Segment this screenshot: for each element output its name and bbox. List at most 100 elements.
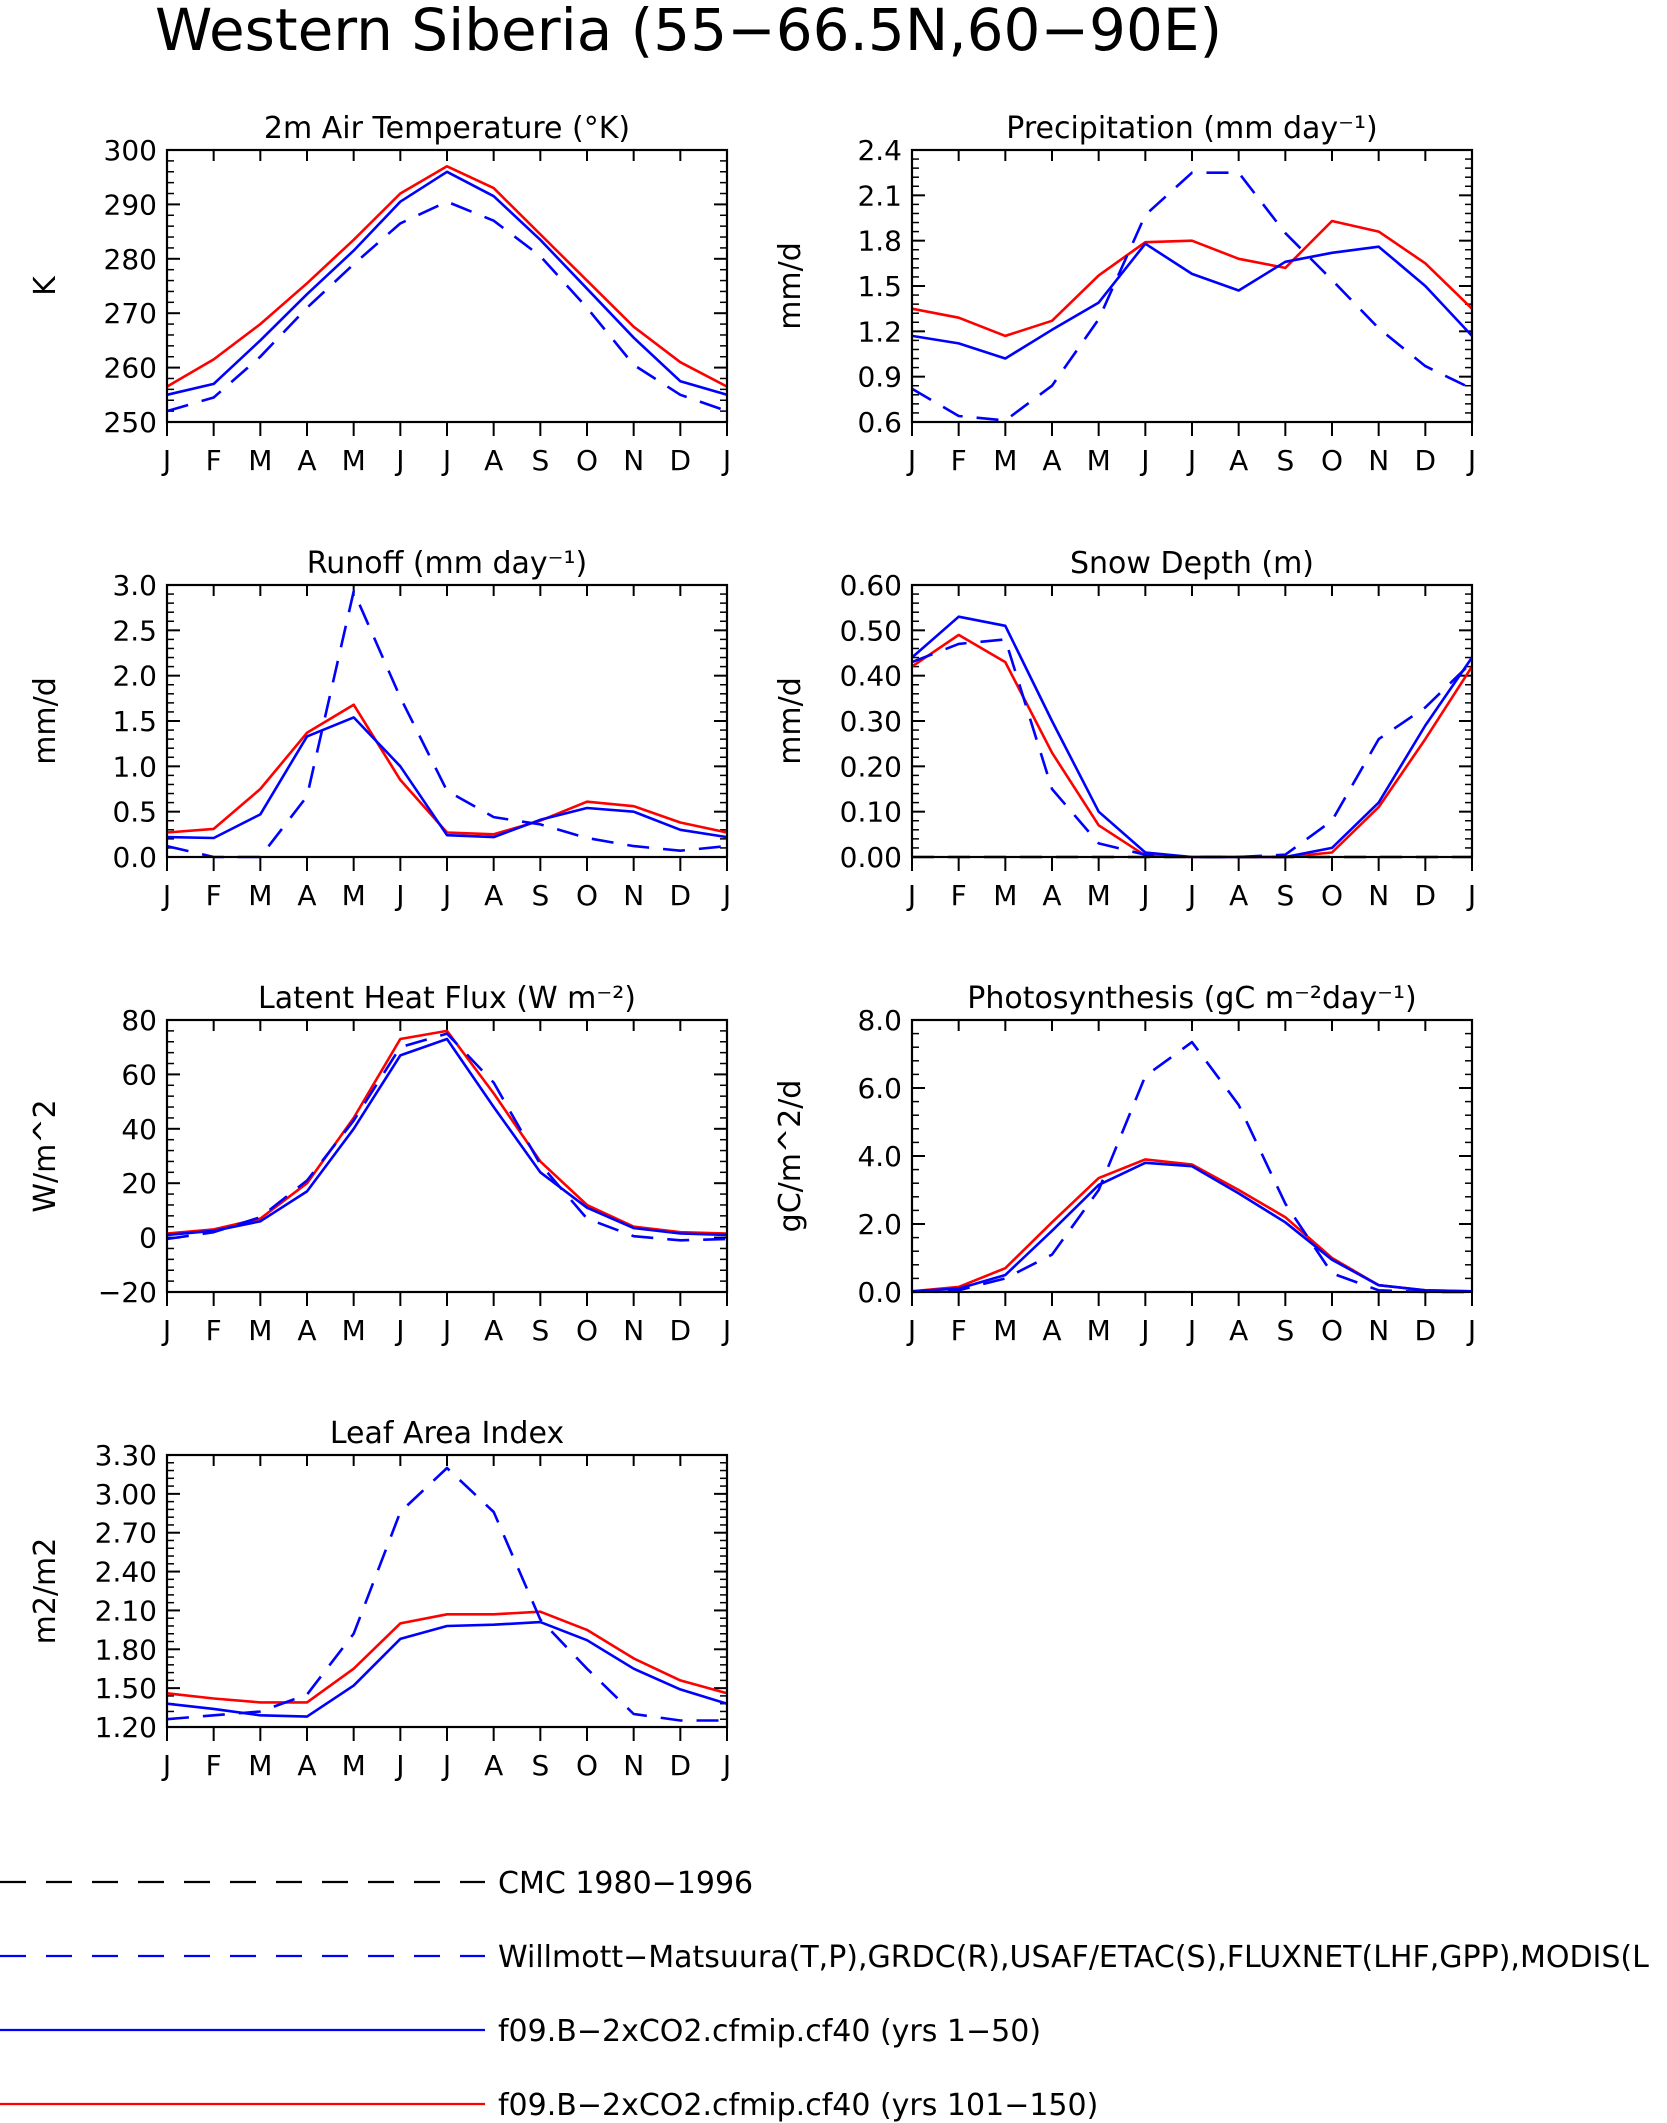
panel-title: Leaf Area Index xyxy=(330,1416,564,1451)
y-tick-label: 1.0 xyxy=(112,750,157,783)
series-line xyxy=(166,165,728,388)
series-line xyxy=(911,219,1473,338)
x-tick-label: A xyxy=(1042,444,1061,477)
y-tick-label: 0.0 xyxy=(112,841,157,874)
x-tick-label: M xyxy=(248,444,272,477)
plot-frame xyxy=(165,1018,729,1294)
x-tick-label: A xyxy=(297,1749,316,1782)
x-tick-label: A xyxy=(297,444,316,477)
x-tick-label: O xyxy=(576,1749,598,1782)
x-tick-label: O xyxy=(576,1314,598,1347)
chart-panel: Leaf Area Index m2/m2 1.20 1.50 1.80 2.10 2.40… xyxy=(28,1416,731,1782)
x-tick-label: N xyxy=(623,444,644,477)
x-tick-label: J xyxy=(1139,879,1149,912)
x-tick-label: J xyxy=(441,1314,451,1347)
legend-label-cmc: CMC 1980−1996 xyxy=(498,1866,753,1901)
x-tick-label: M xyxy=(342,1314,366,1347)
x-tick-label: M xyxy=(342,444,366,477)
x-tick-label: F xyxy=(951,1314,967,1347)
y-tick-label: 4.0 xyxy=(857,1140,902,1173)
panels: 2m Air Temperature (°K) K 250 260 270 280 290 3… xyxy=(28,111,1476,1782)
legend-label-model-101-150: f09.B−2xCO2.cfmip.cf40 (yrs 101−150) xyxy=(498,2088,1098,2123)
y-tick-label: 0.20 xyxy=(840,750,902,783)
x-tick-label: S xyxy=(531,879,549,912)
x-tick-label: F xyxy=(206,444,222,477)
x-tick-label: N xyxy=(623,1749,644,1782)
series-line xyxy=(166,716,728,840)
chart-panel: Snow Depth (m) mm/d 0.00 0.10 0.20 0.30 0.40 0.… xyxy=(773,546,1476,912)
y-axis-label: gC/m^2/d xyxy=(773,1080,808,1233)
y-axis-label: mm/d xyxy=(28,677,63,765)
y-tick-label: 1.50 xyxy=(95,1672,157,1705)
y-tick-label: 260 xyxy=(104,352,157,385)
y-tick-label: 0.5 xyxy=(112,796,157,829)
x-tick-label: D xyxy=(670,1749,692,1782)
series-line xyxy=(166,1037,728,1237)
series-line xyxy=(911,615,1474,859)
x-tick-label: J xyxy=(1186,1314,1196,1347)
x-tick-label: S xyxy=(1276,444,1294,477)
y-tick-label: 2.70 xyxy=(95,1517,157,1550)
x-tick-label: S xyxy=(531,1749,549,1782)
panel-title: Snow Depth (m) xyxy=(1070,546,1314,581)
x-tick-label: J xyxy=(906,444,916,477)
y-tick-label: 2.40 xyxy=(95,1556,157,1589)
y-axis-label: K xyxy=(28,275,63,296)
legend: CMC 1980−1996 Willmott−Matsuura(T,P),GRD… xyxy=(0,1866,1649,2123)
y-tick-label: 6.0 xyxy=(857,1072,902,1105)
x-tick-label: A xyxy=(1042,879,1061,912)
x-tick-label: M xyxy=(248,1314,272,1347)
chart-panel: Runoff (mm day⁻¹) mm/d 0.0 0.5 1.0 1.5 2.0 2.5 3… xyxy=(28,546,731,912)
x-tick-label: N xyxy=(1368,444,1389,477)
x-tick-label: N xyxy=(1368,879,1389,912)
y-tick-label: 270 xyxy=(104,297,157,330)
panel-title: Precipitation (mm day⁻¹) xyxy=(1006,111,1377,146)
x-tick-label: M xyxy=(342,879,366,912)
y-tick-label: 2.0 xyxy=(857,1208,902,1241)
x-tick-label: J xyxy=(721,444,731,477)
x-tick-label: S xyxy=(531,444,549,477)
y-tick-label: 1.80 xyxy=(95,1633,157,1666)
series-line xyxy=(166,1620,728,1718)
x-tick-label: A xyxy=(1229,1314,1248,1347)
x-tick-label: J xyxy=(1186,879,1196,912)
y-tick-label: 0.50 xyxy=(840,614,902,647)
x-tick-label: A xyxy=(1229,444,1248,477)
x-tick-label: J xyxy=(161,444,171,477)
x-tick-label: M xyxy=(993,1314,1017,1347)
series-line xyxy=(166,1029,728,1235)
chart-panel: Latent Heat Flux (W m⁻²) W/m^2 −20 0 20 40 60 8… xyxy=(28,981,731,1347)
y-tick-label: 0.6 xyxy=(857,406,902,439)
y-tick-label: 40 xyxy=(121,1113,157,1146)
x-tick-label: N xyxy=(623,1314,644,1347)
y-tick-label: 20 xyxy=(121,1167,157,1200)
y-tick-label: 1.20 xyxy=(95,1711,157,1744)
y-axis-label: mm/d xyxy=(773,677,808,765)
x-tick-label: M xyxy=(993,444,1017,477)
y-tick-label: 300 xyxy=(104,134,157,167)
panel-title: Photosynthesis (gC m⁻²day⁻¹) xyxy=(967,981,1416,1016)
x-tick-label: M xyxy=(1087,1314,1111,1347)
series-line xyxy=(166,200,728,413)
y-tick-label: 0.60 xyxy=(840,569,902,602)
x-tick-label: F xyxy=(206,1314,222,1347)
y-tick-label: 1.8 xyxy=(857,225,902,258)
x-tick-label: D xyxy=(670,879,692,912)
y-tick-label: 60 xyxy=(121,1058,157,1091)
y-tick-label: 1.2 xyxy=(857,315,902,348)
series-line xyxy=(911,633,1474,859)
x-tick-label: F xyxy=(206,1749,222,1782)
series-line xyxy=(911,171,1473,422)
x-tick-label: D xyxy=(1415,444,1437,477)
chart-panel: Precipitation (mm day⁻¹) mm/d 0.6 0.9 1.2 1.5… xyxy=(773,111,1476,477)
y-tick-label: 0.10 xyxy=(840,796,902,829)
panel-title: Runoff (mm day⁻¹) xyxy=(307,546,588,581)
x-tick-label: D xyxy=(670,444,692,477)
series-line xyxy=(911,242,1473,360)
x-tick-label: O xyxy=(1321,879,1343,912)
plot-frame xyxy=(165,583,729,859)
x-tick-label: J xyxy=(441,879,451,912)
x-tick-label: M xyxy=(248,1749,272,1782)
series-line xyxy=(911,1161,1473,1293)
series-line xyxy=(911,1040,1472,1294)
